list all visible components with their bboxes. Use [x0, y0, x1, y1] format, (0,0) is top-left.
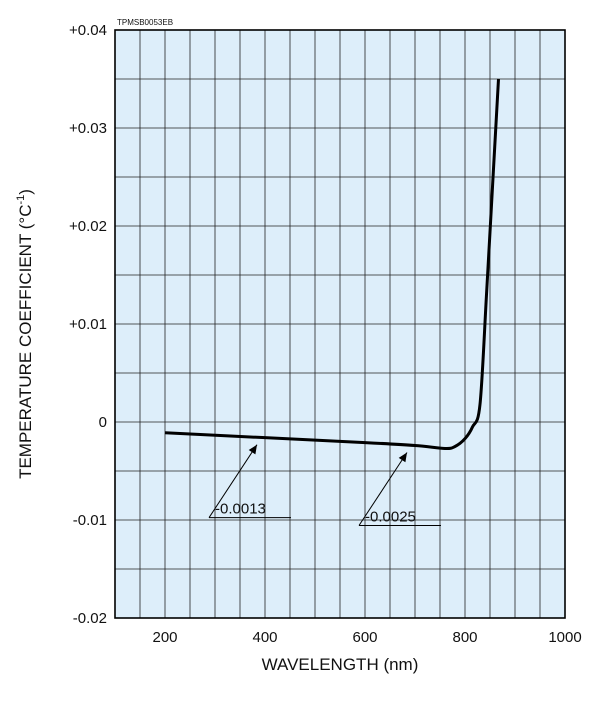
y-tick-label: +0.03	[69, 120, 107, 137]
plot-frame	[114, 29, 566, 619]
y-axis-title-superscript: -1	[15, 195, 27, 205]
chart-code-label: TPMSB0053EB	[117, 18, 173, 27]
y-axis-title-main: TEMPERATURE COEFFICIENT (°C	[16, 205, 35, 479]
annotation-arrowhead	[248, 444, 257, 455]
annotation-leader-line	[208, 444, 258, 518]
annotation: -0.0025	[358, 452, 441, 527]
annotation: -0.0013	[208, 444, 291, 519]
y-tick-label: 0	[99, 414, 107, 431]
annotation-leader-line	[358, 452, 408, 526]
annotation-arrowhead	[398, 452, 407, 463]
annotations: -0.0013 -0.0025	[208, 444, 441, 527]
annotation-label: -0.0013	[215, 501, 266, 518]
x-tick-label: 400	[252, 629, 277, 646]
x-tick-label: 800	[452, 629, 477, 646]
y-tick-labels: +0.04 +0.03 +0.02 +0.01 0 -0.01 -0.02	[69, 22, 107, 627]
y-tick-label: +0.01	[69, 316, 107, 333]
y-tick-label: -0.02	[73, 610, 107, 627]
y-tick-label: +0.04	[69, 22, 107, 39]
y-axis-title-close: )	[16, 189, 35, 195]
x-tick-label: 200	[152, 629, 177, 646]
grid-lines	[115, 30, 565, 618]
x-tick-label: 1000	[548, 629, 581, 646]
x-tick-labels: 200 400 600 800 1000	[152, 629, 581, 646]
y-tick-label: +0.02	[69, 218, 107, 235]
y-axis-title: TEMPERATURE COEFFICIENT (°C-1)	[15, 189, 35, 479]
y-tick-label: -0.01	[73, 512, 107, 529]
x-tick-label: 600	[352, 629, 377, 646]
series-line	[164, 78, 500, 450]
x-axis-title: WAVELENGTH (nm)	[262, 655, 419, 674]
annotation-label: -0.0025	[365, 509, 416, 526]
